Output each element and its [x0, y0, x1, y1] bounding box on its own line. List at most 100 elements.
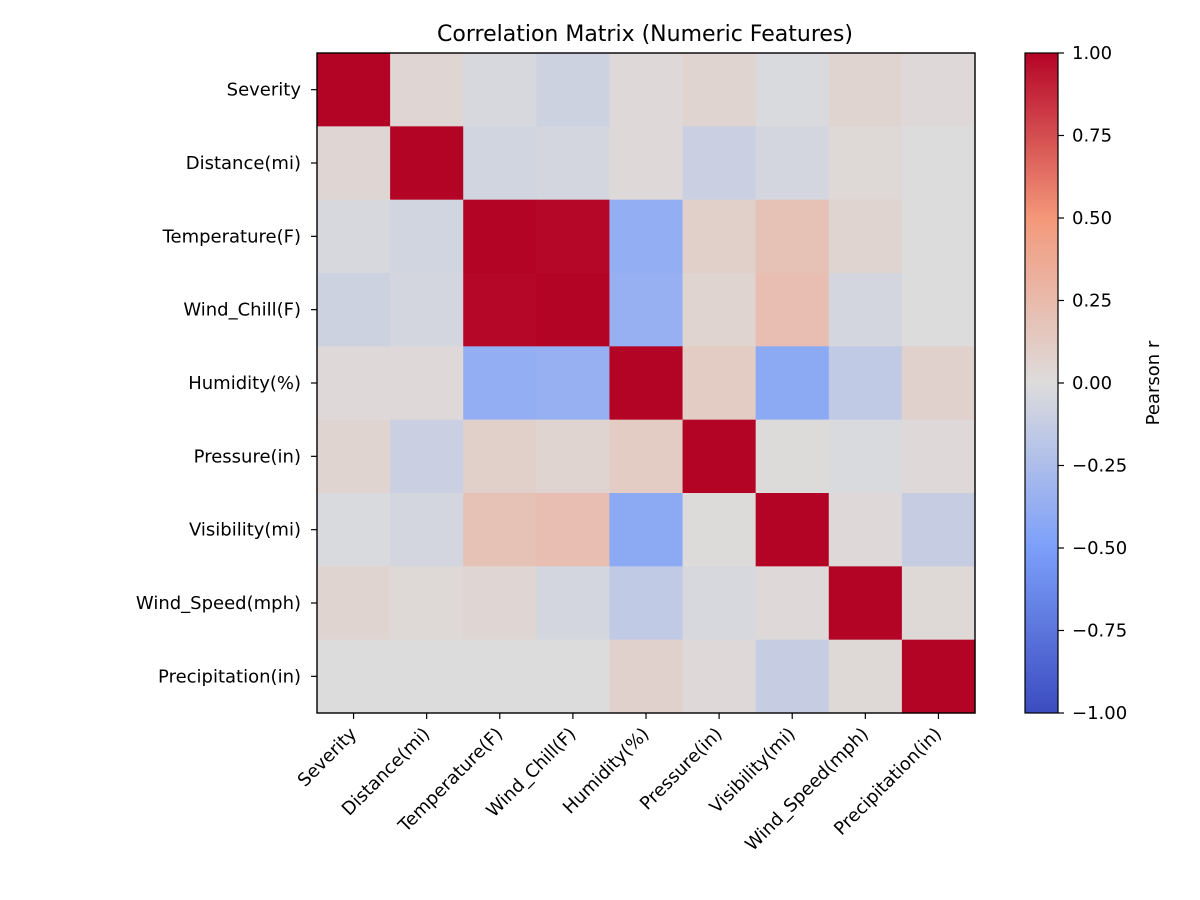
heatmap-cell [755, 126, 830, 201]
heatmap-cell [901, 493, 976, 567]
colorbar-tick-label: 0.50 [1072, 208, 1112, 229]
heatmap-cell [755, 273, 830, 347]
colorbar-tick-label: −0.25 [1072, 456, 1127, 477]
heatmap-cell [609, 566, 684, 641]
colorbar-ticks: 1.00 0.75 0.50 0.25 0.00 −0.25 −0.50 −0.75 −1.00 [1058, 43, 1127, 724]
heatmap-cell [390, 419, 464, 494]
colorbar-tick-label: −0.50 [1072, 538, 1127, 559]
y-tick-label: Wind_Chill(F) [183, 300, 301, 321]
heatmap-cell [828, 493, 903, 567]
heatmap-cell [755, 639, 830, 714]
heatmap-cell [317, 346, 391, 421]
y-tick-label: Wind_Speed(mph) [136, 593, 301, 614]
heatmap-cell [609, 53, 684, 127]
heatmap-cell [463, 566, 537, 641]
heatmap-cell [609, 346, 684, 421]
chart-title: Correlation Matrix (Numeric Features) [437, 22, 853, 47]
heatmap-cell [828, 126, 903, 201]
heatmap-cell [828, 419, 903, 494]
heatmap-cell [317, 53, 391, 127]
heatmap-cell [463, 273, 537, 347]
heatmap-cell [317, 126, 391, 201]
heatmap-cell [390, 53, 464, 127]
heatmap-cell [317, 419, 391, 494]
heatmap-cell [536, 273, 611, 347]
heatmap-cell [390, 346, 464, 421]
y-tick-label: Pressure(in) [194, 446, 301, 467]
heatmap-cell [609, 493, 684, 567]
heatmap-cell [682, 126, 757, 201]
colorbar-tick-label: −0.75 [1072, 621, 1127, 642]
heatmap-cell [828, 346, 903, 421]
colorbar-label: Pearson r [1143, 340, 1164, 425]
heatmap-cell [317, 273, 391, 347]
y-tick-label: Severity [227, 80, 302, 101]
heatmap-cell [755, 53, 830, 127]
heatmap-cell [901, 53, 976, 127]
heatmap-cell [828, 53, 903, 127]
heatmap-cell [463, 419, 537, 494]
heatmap-cell [536, 126, 611, 201]
heatmap-cell [390, 639, 464, 714]
heatmap-cell [317, 639, 391, 714]
heatmap-cell [463, 126, 537, 201]
heatmap-cell [828, 273, 903, 347]
x-tick-labels: SeverityDistance(mi)Temperature(F)Wind_C… [294, 713, 946, 855]
y-tick-label: Temperature(F) [162, 226, 301, 247]
heatmap-cell [755, 199, 830, 274]
heatmap-cell [317, 493, 391, 567]
heatmap-cell [536, 493, 611, 567]
heatmap-cell [755, 493, 830, 567]
y-tick-labels: Severity Distance(mi) Temperature(F) Wind_C… [136, 80, 317, 687]
x-tick-label: Wind_Speed(mph) [741, 724, 873, 856]
x-tick-label: Severity [294, 723, 362, 791]
colorbar-tick-label: 0.75 [1072, 126, 1112, 147]
colorbar-tick-label: −1.00 [1072, 703, 1127, 724]
heatmap-cell [609, 273, 684, 347]
heatmap-cell [609, 199, 684, 274]
y-tick-label: Precipitation(in) [158, 666, 301, 687]
heatmap-cell [609, 419, 684, 494]
heatmap-cell [828, 566, 903, 641]
colorbar-tick-label: 0.25 [1072, 291, 1112, 312]
y-tick-label: Visibility(mi) [189, 520, 301, 541]
heatmap-cell [317, 566, 391, 641]
heatmap-cell [536, 199, 611, 274]
heatmap-cell [390, 199, 464, 274]
heatmap-cell [828, 199, 903, 274]
heatmap-cell [463, 53, 537, 127]
heatmap-cell [536, 639, 611, 714]
heatmap-cell [901, 639, 976, 714]
heatmap-cell [901, 273, 976, 347]
heatmap-cell [828, 639, 903, 714]
heatmap-cell [536, 53, 611, 127]
heatmap-cell [609, 126, 684, 201]
heatmap-cell [390, 493, 464, 567]
heatmap-cell [536, 419, 611, 494]
heatmap-cell [755, 566, 830, 641]
y-tick-label: Humidity(%) [188, 373, 301, 394]
heatmap-cell [901, 566, 976, 641]
heatmap-cell [463, 199, 537, 274]
colorbar-tick-label: 0.00 [1072, 373, 1112, 394]
heatmap-cell [390, 126, 464, 201]
heatmap-cell [682, 419, 757, 494]
heatmap-cell [901, 419, 976, 494]
colorbar [1024, 52, 1059, 714]
heatmap-cell [682, 566, 757, 641]
heatmap-cell [682, 53, 757, 127]
heatmap-cell [682, 639, 757, 714]
heatmap-cell [390, 273, 464, 347]
heatmap-cell [463, 346, 537, 421]
colorbar-tick-label: 1.00 [1072, 43, 1112, 64]
heatmap-cell [609, 639, 684, 714]
heatmap-cell [901, 126, 976, 201]
heatmap-cell [317, 199, 391, 274]
heatmap-cell [536, 346, 611, 421]
heatmap-cell [755, 419, 830, 494]
heatmap-cells [317, 53, 976, 714]
heatmap-cell [901, 199, 976, 274]
y-tick-label: Distance(mi) [186, 153, 301, 174]
heatmap-cell [682, 199, 757, 274]
